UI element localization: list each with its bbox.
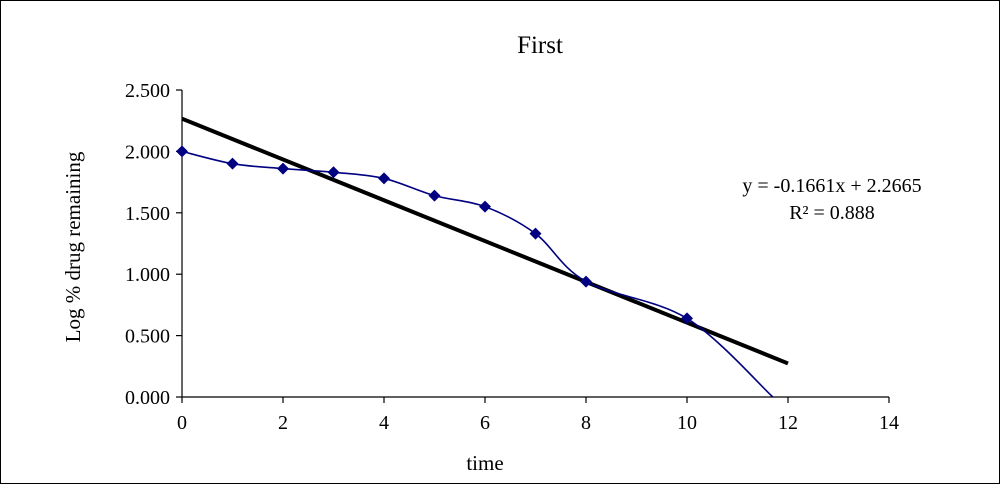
x-tick-label: 8 [581,412,591,434]
y-tick-label: 1.000 [125,264,170,286]
y-tick-label: 1.500 [125,203,170,225]
y-tick-label: 2.500 [125,80,170,102]
y-axis-ticks: 0.000 0.500 1.000 1.500 2.000 2.500 [125,80,182,409]
y-tick-label: 2.000 [125,141,170,163]
y-tick-label: 0.000 [125,387,170,409]
data-point-marker [176,145,188,158]
data-point-marker [327,166,340,179]
x-tick-label: 6 [480,412,490,434]
data-series-markers [176,145,693,325]
trendline-equation: y = -0.1661x + 2.2665 [742,175,921,197]
x-axis-title: time [466,451,503,475]
data-series-line [181,150,774,397]
x-tick-label: 4 [379,412,389,434]
trendline-r-squared: R² = 0.888 [789,202,875,224]
x-tick-label: 2 [278,412,288,434]
x-tick-label: 0 [177,412,187,434]
x-tick-label: 10 [677,412,697,434]
data-point-marker [378,172,390,185]
data-point-marker [479,200,491,213]
data-point-marker [580,275,592,288]
data-point-marker [428,189,441,202]
x-tick-label: 12 [778,412,798,434]
x-axis-ticks: 0 2 4 6 8 10 12 14 [177,397,899,434]
data-point-marker [681,312,693,325]
chart-title: First [517,32,563,59]
data-point-marker [226,157,239,170]
data-point-marker [529,227,542,240]
y-axis-title: Log % drug remaining [61,151,85,342]
trendline [181,116,789,366]
y-tick-label: 0.500 [125,326,170,348]
data-point-marker [277,162,289,175]
x-tick-label: 14 [879,412,899,434]
